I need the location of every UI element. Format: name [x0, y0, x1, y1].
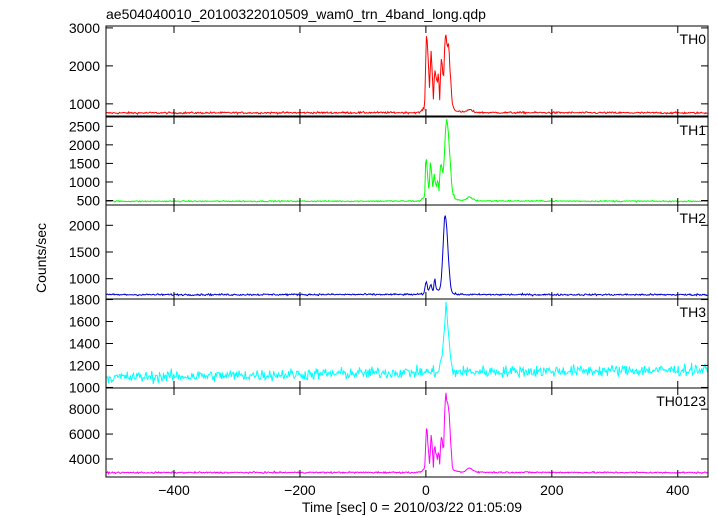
panel-frame	[105, 25, 709, 117]
panel-th0: 1000 2000 3000 TH0	[69, 20, 709, 117]
x-tick-label: −200	[284, 482, 316, 498]
y-tick-label: 1500	[69, 155, 100, 171]
y-tick-label: 1400	[69, 336, 100, 352]
panel-frame	[105, 116, 709, 206]
y-tick-label: 1500	[69, 244, 100, 260]
y-axis-label: Counts/sec	[33, 223, 49, 293]
panel-th2: 1000 1500 2000 TH2	[69, 204, 709, 300]
panel-frame	[105, 204, 709, 300]
y-tick-label: 1000	[69, 96, 100, 112]
panel-th3: 1000 1200 1400 1600 1800 TH3	[69, 292, 709, 395]
series-name-label: TH2	[680, 210, 707, 226]
x-axis-label: Time [sec] 0 = 2010/03/22 01:05:09	[302, 499, 522, 515]
panel-frame	[105, 387, 709, 478]
y-tick-label: 1600	[69, 314, 100, 330]
y-tick-label: 4000	[69, 451, 100, 467]
y-tick-label: 3000	[69, 20, 100, 36]
series-name-label: TH0123	[656, 393, 706, 409]
y-tick-label: 2000	[69, 58, 100, 74]
series-th0-line	[106, 34, 708, 116]
x-tick-label: 0	[422, 482, 430, 498]
series-name-label: TH0	[680, 31, 707, 47]
y-tick-label: 1000	[69, 271, 100, 287]
x-tick-label: −400	[158, 482, 190, 498]
panel-th0123: 4000 6000 8000 TH0123	[69, 387, 709, 478]
series-th3-line	[106, 301, 708, 385]
series-name-label: TH3	[680, 304, 707, 320]
y-tick-label: 8000	[69, 401, 100, 417]
series-th1-line	[106, 119, 708, 203]
y-tick-label: 1000	[69, 379, 100, 395]
y-tick-label: 2000	[69, 137, 100, 153]
y-tick-label: 6000	[69, 426, 100, 442]
panel-th1: 500 1000 1500 2000 2500 TH1	[69, 116, 709, 209]
series-th0123-line	[106, 392, 708, 476]
y-tick-label: 1200	[69, 357, 100, 373]
y-tick-label: 2500	[69, 118, 100, 134]
y-tick-label: 2000	[69, 217, 100, 233]
series-th2-line	[106, 215, 708, 297]
y-tick-label: 500	[77, 193, 101, 209]
y-tick-label: 1000	[69, 174, 100, 190]
y-tick-label: 1800	[69, 292, 100, 308]
x-tick-label: 400	[666, 482, 690, 498]
chart-title: ae504040010_20100322010509_wam0_trn_4ban…	[106, 6, 486, 22]
x-tick-label: 200	[540, 482, 564, 498]
series-name-label: TH1	[680, 122, 707, 138]
